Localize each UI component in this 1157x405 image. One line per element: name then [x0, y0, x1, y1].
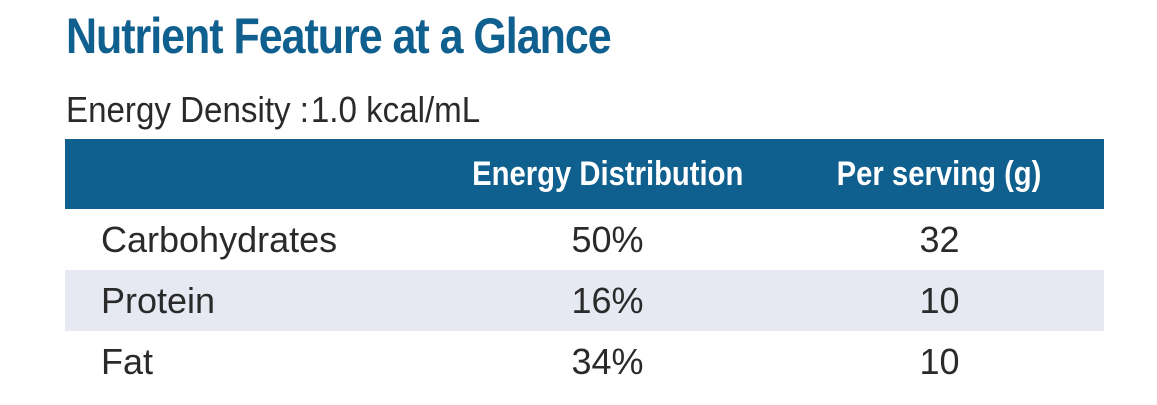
page-title: Nutrient Feature at a Glance	[66, 8, 612, 64]
header-per-serving-label: Per serving (g)	[837, 154, 1042, 193]
table-row: Protein 16% 10	[65, 270, 1104, 331]
nutrient-name: Fat	[101, 340, 154, 382]
per-serving-value: 10	[919, 340, 960, 382]
table-row: Carbohydrates 50% 32	[65, 209, 1104, 270]
energy-density-separator: :	[299, 89, 309, 130]
header-energy-distribution: Energy Distribution	[440, 139, 775, 209]
header-energy-distribution-label: Energy Distribution	[471, 154, 744, 193]
energy-distribution-value: 50%	[571, 218, 644, 260]
nutrient-name: Protein	[101, 279, 216, 321]
header-per-serving: Per serving (g)	[775, 139, 1104, 209]
energy-distribution-value: 34%	[571, 340, 644, 382]
nutrient-name: Carbohydrates	[101, 218, 338, 260]
table-header-row: Energy Distribution Per serving (g)	[65, 139, 1104, 209]
nutrient-table: Energy Distribution Per serving (g) Carb…	[65, 139, 1104, 392]
energy-density-label: Energy Density	[66, 89, 291, 130]
table-row: Fat 34% 10	[65, 331, 1104, 392]
per-serving-value: 32	[919, 218, 960, 260]
energy-density-value: 1.0 kcal/mL	[310, 89, 481, 130]
energy-distribution-value: 16%	[571, 279, 644, 321]
per-serving-value: 10	[919, 279, 960, 321]
energy-density-line: Energy Density:1.0 kcal/mL	[66, 88, 480, 132]
header-nutrient	[65, 139, 440, 209]
